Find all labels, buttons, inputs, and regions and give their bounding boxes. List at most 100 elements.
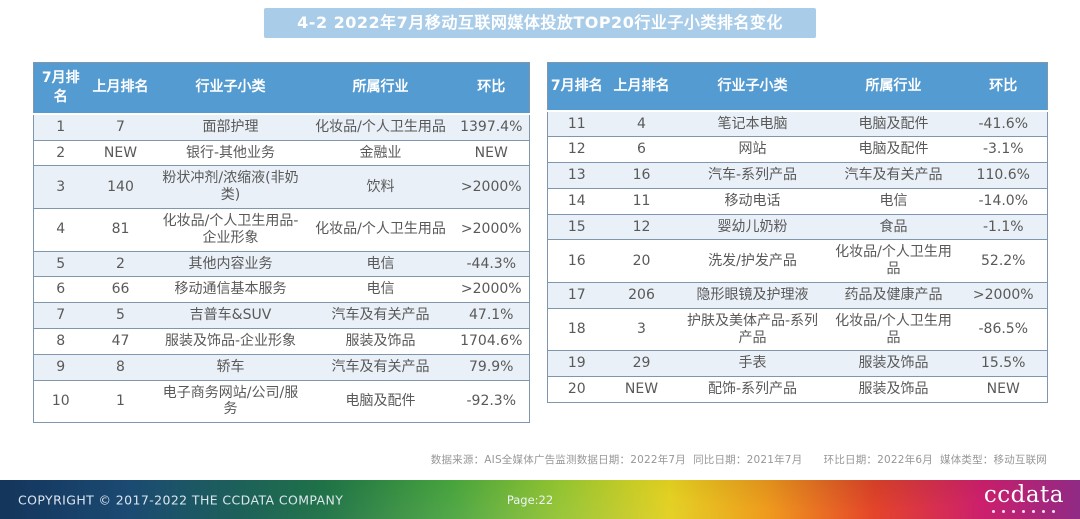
table-cell: 银行-其他业务 (153, 139, 308, 166)
table-cell: 服装及饰品 (827, 376, 960, 403)
table-cell: 移动电话 (677, 187, 828, 215)
column-header: 环比 (453, 62, 530, 114)
header-row: 7月排名 上月排名 行业子小类 所属行业 环比 (33, 62, 530, 114)
table-cell: 吉普车&SUV (153, 302, 308, 329)
table-cell: 1704.6% (453, 327, 530, 355)
table-row: 5 2 其他内容业务 电信 -44.3% (33, 250, 530, 277)
table-cell: >2000% (959, 282, 1048, 309)
table-cell: 11 (605, 187, 678, 215)
table-cell: 14 (547, 187, 606, 215)
rank-table-left: 7月排名 上月排名 行业子小类 所属行业 环比 1 7 面部护理 化妆品/个人卫生用品 1397.… (33, 62, 530, 424)
table-cell: 汽车及有关产品 (827, 162, 960, 189)
column-header: 上月排名 (87, 62, 154, 114)
table-row: 12 6 网站 电脑及配件 -3.1% (547, 136, 1048, 163)
table-row: 6 66 移动通信基本服务 电信 >2000% (33, 276, 530, 303)
table-cell: 电脑及配件 (827, 109, 960, 137)
table-cell: 手表 (677, 350, 828, 377)
table-cell: 电脑及配件 (827, 136, 960, 163)
table-cell: 4 (605, 109, 678, 137)
column-header: 环比 (959, 62, 1048, 111)
table-row: 4 81 化妆品/个人卫生用品-企业形象 化妆品/个人卫生用品 >2000% (33, 207, 530, 252)
table-cell: 化妆品/个人卫生用品 (307, 113, 454, 141)
table-cell: 16 (547, 239, 606, 283)
column-header: 所属行业 (827, 62, 960, 111)
table-cell: 电信 (307, 276, 454, 303)
table-cell: -14.0% (959, 187, 1048, 215)
table-row: 18 3 护肤及美体产品-系列产品 化妆品/个人卫生用品 -86.5% (547, 307, 1048, 351)
table-cell: 140 (87, 165, 154, 209)
table-cell: NEW (959, 376, 1048, 403)
table-cell: 52.2% (959, 239, 1048, 283)
table-cell: 81 (87, 207, 154, 252)
table-row: 1 7 面部护理 化妆品/个人卫生用品 1397.4% (33, 113, 530, 141)
rank-table-right: 7月排名 上月排名 行业子小类 所属行业 环比 11 4 笔记本电脑 电脑及配件 -41.6% 12… (547, 62, 1048, 404)
table-row: 3 140 粉状冲剂/浓缩液(非奶类) 饮料 >2000% (33, 165, 530, 209)
column-header: 所属行业 (307, 62, 454, 114)
table-cell: 206 (605, 282, 678, 309)
table-cell: 1 (87, 379, 154, 423)
table-cell: 移动通信基本服务 (153, 276, 308, 303)
table-cell: -1.1% (959, 213, 1048, 240)
table-cell: 电信 (827, 187, 960, 215)
table-cell: 7 (87, 113, 154, 141)
footer-bar: COPYRIGHT © 2017-2022 THE CCDATA COMPANY… (0, 480, 1080, 519)
page-number: Page:22 (506, 492, 554, 507)
table-cell: 1397.4% (453, 113, 530, 141)
table-cell: 化妆品/个人卫生用品 (827, 239, 960, 283)
table-cell: 8 (87, 353, 154, 381)
table-cell: 12 (605, 213, 678, 240)
column-header: 行业子小类 (677, 62, 828, 111)
table-cell: 服装及饰品-企业形象 (153, 327, 308, 355)
table-cell: 47 (87, 327, 154, 355)
table-cell: 15.5% (959, 350, 1048, 377)
table-cell: 13 (547, 162, 606, 189)
table-cell: 食品 (827, 213, 960, 240)
copyright-text: COPYRIGHT © 2017-2022 THE CCDATA COMPANY (18, 492, 344, 507)
table-cell: NEW (605, 376, 678, 403)
data-source-note: 数据来源：AIS全媒体广告监测数据日期：2022年7月 同比日期：2021年7月… (430, 454, 1047, 466)
table-cell: 粉状冲剂/浓缩液(非奶类) (153, 165, 308, 209)
table-cell: 20 (547, 376, 606, 403)
ccdata-logo-text: ccdata (983, 482, 1064, 508)
table-cell: 9 (33, 353, 88, 381)
table-cell: 配饰-系列产品 (677, 376, 828, 403)
table-cell: 7 (33, 302, 88, 329)
table-cell: 66 (87, 276, 154, 303)
table-cell: 17 (547, 282, 606, 309)
ccdata-logo-dots (984, 510, 1064, 513)
table-cell: 12 (547, 136, 606, 163)
column-header: 上月排名 (605, 62, 678, 111)
table-cell: 药品及健康产品 (827, 282, 960, 309)
table-row: 2 NEW 银行-其他业务 金融业 NEW (33, 139, 530, 166)
table-cell: 饮料 (307, 165, 454, 209)
table-cell: 6 (605, 136, 678, 163)
table-row: 19 29 手表 服装及饰品 15.5% (547, 350, 1048, 377)
table-cell: 金融业 (307, 139, 454, 166)
table-cell: >2000% (453, 207, 530, 252)
table-cell: 10 (33, 379, 88, 423)
table-cell: 6 (33, 276, 88, 303)
table-row: 14 11 移动电话 电信 -14.0% (547, 187, 1048, 215)
table-row: 20 NEW 配饰-系列产品 服装及饰品 NEW (547, 376, 1048, 403)
table-cell: 18 (547, 307, 606, 351)
table-cell: 汽车-系列产品 (677, 162, 828, 189)
table-row: 7 5 吉普车&SUV 汽车及有关产品 47.1% (33, 302, 530, 329)
column-header: 行业子小类 (153, 62, 308, 114)
table-cell: -86.5% (959, 307, 1048, 351)
table-cell: 29 (605, 350, 678, 377)
table-cell: -3.1% (959, 136, 1048, 163)
table-cell: 15 (547, 213, 606, 240)
table-cell: 婴幼儿奶粉 (677, 213, 828, 240)
table-cell: 2 (33, 139, 88, 166)
table-row: 8 47 服装及饰品-企业形象 服装及饰品 1704.6% (33, 327, 530, 355)
table-cell: 110.6% (959, 162, 1048, 189)
table-row: 9 8 轿车 汽车及有关产品 79.9% (33, 353, 530, 381)
table-cell: 服装及饰品 (307, 327, 454, 355)
table-cell: 网站 (677, 136, 828, 163)
table-cell: 3 (33, 165, 88, 209)
table-cell: 16 (605, 162, 678, 189)
table-cell: 19 (547, 350, 606, 377)
table-row: 13 16 汽车-系列产品 汽车及有关产品 110.6% (547, 162, 1048, 189)
header-row: 7月排名 上月排名 行业子小类 所属行业 环比 (547, 62, 1048, 111)
